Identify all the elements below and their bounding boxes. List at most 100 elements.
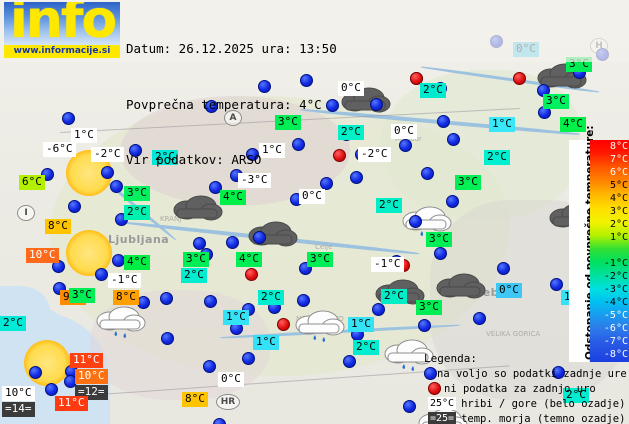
station-dot-available[interactable] <box>204 295 217 308</box>
station-dot-available[interactable] <box>320 177 333 190</box>
station-dot-available[interactable] <box>446 195 459 208</box>
station-dot-available[interactable] <box>203 360 216 373</box>
station-dot-available[interactable] <box>101 166 114 179</box>
color-scale-title: Odstopanje od povprečne temperature: <box>569 125 596 362</box>
cloud-icon <box>432 270 488 304</box>
station-dot-available[interactable] <box>418 319 431 332</box>
temperature-label: =14= <box>2 402 35 417</box>
temperature-label: -2°C <box>358 147 391 162</box>
station-dot-available[interactable] <box>552 366 565 379</box>
station-dot-missing[interactable] <box>513 72 526 85</box>
temperature-label: -2°C <box>91 147 124 162</box>
station-dot-available[interactable] <box>372 303 385 316</box>
header-info: Datum: 26.12.2025 ura: 13:50 Povprečna t… <box>126 3 337 207</box>
temperature-label: 2°C <box>181 268 207 283</box>
station-dot-available[interactable] <box>193 237 206 250</box>
temperature-label: 1°C <box>71 128 97 143</box>
legend-item: 25°C hribi / gore (belo ozadje) <box>424 396 625 411</box>
color-scale-gradient: 8°C 7°C 6°C 5°C 4°C 3°C 2°C 1°C -1°C -2°C -3°C -4°C… <box>590 140 629 362</box>
station-dot-available[interactable] <box>409 215 422 228</box>
temperature-label: 10°C <box>2 386 35 401</box>
temperature-label: 3°C <box>543 94 569 109</box>
color-scale-tick-label: 4°C <box>609 192 628 204</box>
station-dot-available[interactable] <box>473 312 486 325</box>
station-dot-available[interactable] <box>550 278 563 291</box>
rain-cloud-icon <box>380 336 436 371</box>
station-dot-available[interactable] <box>297 294 310 307</box>
temperature-label: 2°C <box>381 289 407 304</box>
legend-mountain-chip: 25°C <box>428 397 457 410</box>
station-dot-available[interactable] <box>370 98 383 111</box>
color-scale-tick-label: -4°C <box>603 297 628 309</box>
station-dot-available[interactable] <box>300 74 313 87</box>
station-dot-available[interactable] <box>62 112 75 125</box>
town-label: KRANJ <box>160 215 182 223</box>
station-dot-available[interactable] <box>137 296 150 309</box>
temperature-label: -1°C <box>371 257 404 272</box>
station-dot-available[interactable] <box>326 99 339 112</box>
temperature-label: 1°C <box>253 335 279 350</box>
station-dot-available[interactable] <box>129 144 142 157</box>
color-scale-tick-label: -7°C <box>603 336 628 348</box>
station-dot-available[interactable] <box>95 268 108 281</box>
station-dot-available[interactable] <box>205 100 218 113</box>
temperature-label: 10°C <box>75 369 108 384</box>
legend-item-text: temp. morja (temno ozadje) <box>461 412 626 424</box>
station-dot-available[interactable] <box>161 332 174 345</box>
dot-swatch <box>427 382 441 395</box>
rain-cloud-icon <box>92 303 148 338</box>
temperature-label: 2°C <box>353 340 379 355</box>
station-dot-available[interactable] <box>258 80 271 93</box>
site-logo[interactable]: info www.informacije.si <box>4 2 120 58</box>
station-dot-available[interactable] <box>403 400 416 413</box>
logo-wordmark: info <box>10 2 117 50</box>
station-dot-available[interactable] <box>29 366 42 379</box>
station-dot-available[interactable] <box>226 236 239 249</box>
dot-swatch <box>424 367 437 380</box>
city-label: Ljubljana <box>108 233 170 246</box>
station-dot-available[interactable] <box>399 139 412 152</box>
temperature-label: 2°C <box>152 150 178 165</box>
station-dot-available[interactable] <box>246 148 259 161</box>
temperature-label: 6°C <box>19 175 45 190</box>
station-dot-available[interactable] <box>497 262 510 275</box>
station-dot-available[interactable] <box>350 171 363 184</box>
temperature-label: 3°C <box>69 288 95 303</box>
station-dot-available[interactable] <box>68 200 81 213</box>
station-dot-available[interactable] <box>447 133 460 146</box>
station-dot-missing[interactable] <box>333 149 346 162</box>
station-dot-available[interactable] <box>253 231 266 244</box>
station-dot-available[interactable] <box>242 352 255 365</box>
station-dot-available[interactable] <box>110 180 123 193</box>
legend-red-dot-icon <box>424 382 444 395</box>
legend-item: =25= temp. morja (temno ozadje) <box>424 411 625 424</box>
station-dot-missing[interactable] <box>410 72 423 85</box>
station-dot-available[interactable] <box>437 115 450 128</box>
station-dot-available[interactable] <box>160 292 173 305</box>
station-dot-missing[interactable] <box>277 318 290 331</box>
temperature-label: 4°C <box>236 252 262 267</box>
temperature-label: 8°C <box>113 290 139 305</box>
station-dot-available[interactable] <box>45 383 58 396</box>
station-dot-available[interactable] <box>421 167 434 180</box>
station-dot-available[interactable] <box>292 138 305 151</box>
station-dot-available[interactable] <box>343 355 356 368</box>
station-dot-available[interactable] <box>52 260 65 273</box>
country-code-marker: I <box>17 205 35 221</box>
temperature-label: 3°C <box>455 175 481 190</box>
temperature-label: 0°C <box>299 189 325 204</box>
station-dot-available[interactable] <box>209 181 222 194</box>
station-dot-available[interactable] <box>434 247 447 260</box>
temperature-label: 10°C <box>26 248 59 263</box>
temperature-label: 8°C <box>182 392 208 407</box>
logo-url: www.informacije.si <box>4 45 120 58</box>
temperature-label: -6°C <box>43 142 76 157</box>
temperature-label: 11°C <box>55 396 88 411</box>
station-dot-missing[interactable] <box>245 268 258 281</box>
temperature-label: 3°C <box>124 186 150 201</box>
color-scale-tick-label: -1°C <box>603 258 628 270</box>
station-dot-available[interactable] <box>213 418 226 424</box>
temperature-label: 3°C <box>426 232 452 247</box>
color-scale-tick-label: -2°C <box>603 271 628 283</box>
color-scale-tick-label: -5°C <box>603 310 628 322</box>
